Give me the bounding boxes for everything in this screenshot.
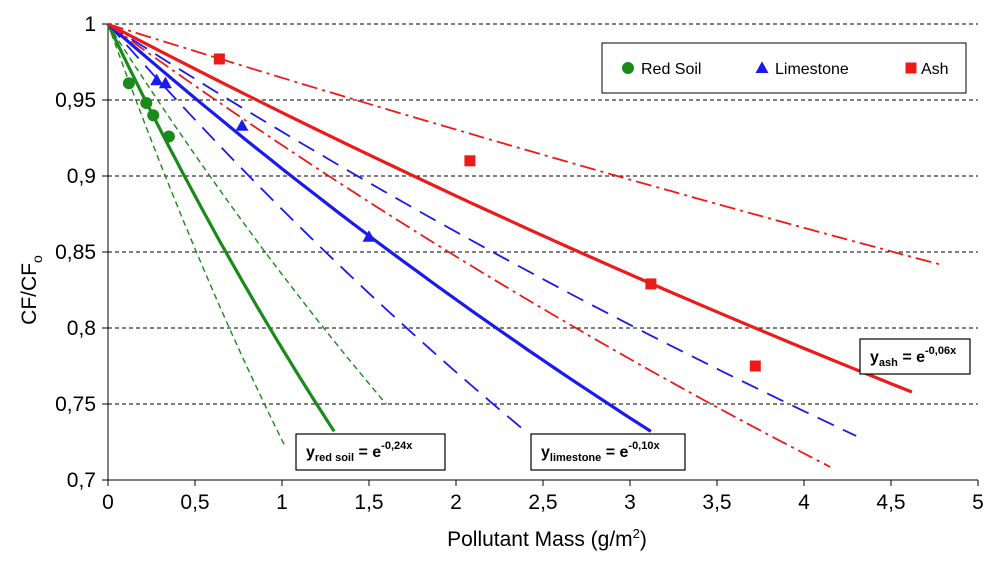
ash-point (645, 278, 657, 290)
legend-ash-marker (905, 62, 917, 74)
red-soil-equation: yred soil = e-0,24x (295, 433, 446, 471)
red-soil-point (140, 97, 153, 110)
ash-point (213, 53, 225, 65)
x-tick-label: 1,5 (354, 491, 383, 514)
legend: Red Soil Limestone Ash (601, 42, 967, 94)
y-tick-label: 0,75 (55, 393, 96, 416)
y-tick-label: 0,7 (67, 469, 96, 492)
legend-red-soil-marker (622, 62, 634, 74)
legend-ash-label: Ash (921, 61, 949, 78)
x-tick-label: 4,5 (876, 491, 905, 514)
ash-equation-text: yash = e-0,06x (870, 345, 957, 369)
red-soil-point (147, 109, 160, 122)
y-tick-label: 0,8 (67, 317, 96, 340)
x-tick-label: 1 (276, 491, 288, 514)
axes (102, 23, 979, 486)
legend-red-soil-label: Red Soil (641, 61, 701, 78)
x-axis-label: Pollutant Mass (g/m2) (447, 526, 647, 551)
x-tick-label: 3 (624, 491, 636, 514)
ash-point (749, 360, 761, 372)
x-tick-label: 5 (972, 491, 984, 514)
ash-equation: yash = e-0,06x (859, 338, 971, 375)
y-tick-label: 0,95 (55, 89, 96, 112)
red-soil-lower-bound-line (107, 23, 387, 405)
x-tick-label: 0 (102, 491, 114, 514)
red-soil-equation-box (295, 433, 446, 471)
limestone-equation-text: ylimestone = e-0,10x (541, 440, 660, 464)
limestone-equation-box (530, 433, 686, 471)
x-tick-label: 2 (450, 491, 462, 514)
legend-limestone-marker (755, 61, 769, 73)
y-tick-label: 1 (84, 13, 96, 36)
grid-lines (108, 23, 978, 405)
tick-labels: 0 0,5 1 1,5 2 2,5 3 3,5 4 4,5 5 0,7 0,75 0,8 0,85 0,9 0,… (55, 13, 984, 514)
limestone-point (235, 119, 249, 131)
limestone-fit-line (106, 22, 652, 433)
red-soil-equation-text: yred soil = e-0,24x (306, 440, 413, 464)
equations: yred soil = e-0,24x ylimestone = e-0,10x y… (295, 338, 971, 471)
legend-box (601, 42, 967, 94)
ash-upper-bound-line (107, 23, 831, 468)
x-tick-label: 3,5 (702, 491, 731, 514)
y-tick-label: 0,9 (67, 165, 96, 188)
limestone-point (158, 76, 172, 89)
ash-point (464, 155, 476, 167)
red-soil-point (162, 130, 175, 143)
y-axis-label: CF/CFo (18, 255, 45, 325)
x-tick-label: 4 (798, 491, 810, 514)
ash-fit-line (107, 22, 913, 394)
limestone-point (150, 73, 164, 86)
limestone-upper-bound-line (107, 23, 523, 430)
y-tick-label: 0,85 (55, 241, 96, 264)
legend-limestone-label: Limestone (775, 61, 849, 78)
data-points (122, 53, 761, 372)
limestone-lower-bound-line (107, 23, 857, 437)
limestone-equation: ylimestone = e-0,10x (530, 433, 686, 471)
ash-lower-bound-line (107, 23, 944, 267)
red-soil-point (122, 77, 135, 90)
limestone-point (362, 230, 376, 242)
x-tick-label: 2,5 (528, 491, 557, 514)
ash-equation-box (859, 338, 971, 375)
red-soil-upper-bound-line (107, 23, 287, 448)
x-tick-label: 0,5 (180, 491, 209, 514)
